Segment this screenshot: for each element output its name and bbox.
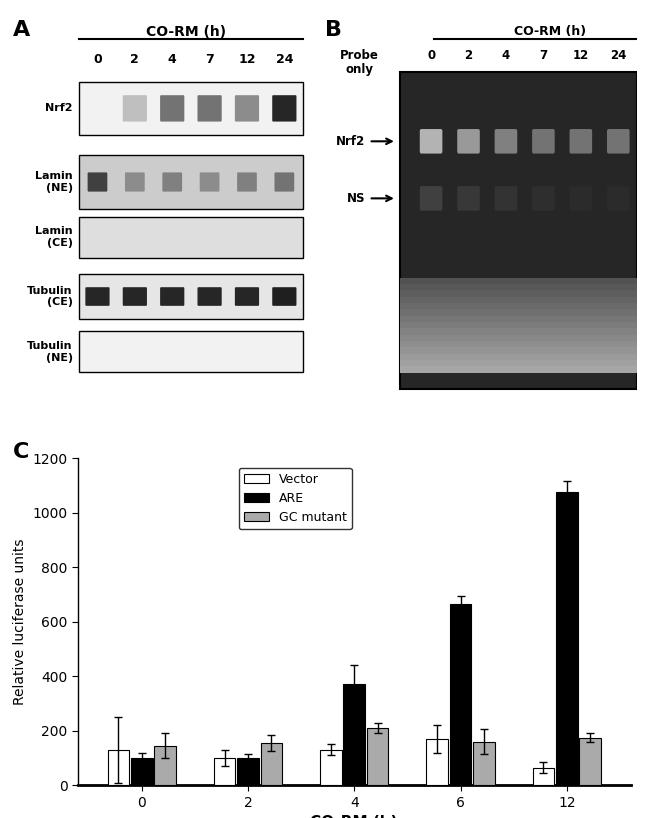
Text: only: only [345,64,373,76]
Bar [400,284,637,290]
Text: CO-RM (h): CO-RM (h) [146,25,226,38]
Bar [400,328,637,335]
Bar [367,728,389,785]
Text: NS: NS [347,192,365,204]
FancyBboxPatch shape [607,129,630,154]
FancyBboxPatch shape [160,287,185,306]
FancyBboxPatch shape [123,287,147,306]
FancyBboxPatch shape [495,187,517,210]
Bar [400,335,637,341]
FancyBboxPatch shape [125,173,145,191]
FancyBboxPatch shape [235,95,259,122]
Bar [79,274,303,319]
FancyBboxPatch shape [457,129,480,154]
FancyBboxPatch shape [569,187,592,210]
Text: 24: 24 [276,53,293,66]
Text: 12: 12 [573,49,589,62]
Text: 0: 0 [427,49,435,62]
Bar [556,492,577,785]
FancyBboxPatch shape [420,187,443,210]
Bar [400,348,637,353]
Text: Tubulin
(CE): Tubulin (CE) [27,285,73,308]
Legend: Vector, ARE, GC mutant: Vector, ARE, GC mutant [239,468,352,529]
Text: 4: 4 [502,49,510,62]
Text: Lamin
(CE): Lamin (CE) [35,227,73,248]
Text: CO-RM (h): CO-RM (h) [514,25,586,38]
FancyBboxPatch shape [420,129,443,154]
Bar [237,758,259,785]
Bar [343,685,365,785]
Bar [400,341,637,348]
Bar [400,322,637,328]
Bar [400,71,637,389]
Bar [79,155,303,209]
Text: Probe: Probe [340,49,379,62]
FancyBboxPatch shape [198,95,222,122]
Text: 0: 0 [93,53,102,66]
FancyBboxPatch shape [198,287,222,306]
Bar [214,758,235,785]
Bar [400,303,637,309]
Bar [400,277,637,284]
Bar [426,739,448,785]
Bar [400,360,637,366]
Bar [400,316,637,322]
Bar [400,309,637,316]
Text: A: A [13,20,31,40]
Bar [131,758,153,785]
FancyBboxPatch shape [272,95,296,122]
Bar [320,750,342,785]
FancyBboxPatch shape [237,173,257,191]
Bar [154,746,176,785]
FancyBboxPatch shape [532,129,554,154]
Bar [79,331,303,372]
Bar [473,742,495,785]
FancyBboxPatch shape [160,95,185,122]
Y-axis label: Relative luciferase units: Relative luciferase units [13,538,27,705]
FancyBboxPatch shape [607,187,630,210]
FancyBboxPatch shape [200,173,220,191]
FancyBboxPatch shape [532,187,554,210]
FancyBboxPatch shape [569,129,592,154]
Bar [400,353,637,360]
Text: 24: 24 [610,49,627,62]
FancyBboxPatch shape [88,173,107,191]
Text: 2: 2 [131,53,139,66]
FancyBboxPatch shape [272,287,296,306]
Text: 7: 7 [540,49,547,62]
FancyBboxPatch shape [457,187,480,210]
X-axis label: CO-RM (h): CO-RM (h) [311,816,398,818]
Bar [579,738,601,785]
Bar [400,290,637,297]
Text: Nrf2: Nrf2 [46,103,73,114]
Text: Nrf2: Nrf2 [336,135,365,148]
Bar [400,366,637,373]
Bar [532,767,554,785]
Bar [79,217,303,258]
Text: 7: 7 [205,53,214,66]
Text: B: B [325,20,342,40]
FancyBboxPatch shape [85,287,110,306]
Bar [261,743,282,785]
Bar [400,297,637,303]
FancyBboxPatch shape [235,287,259,306]
Bar [108,750,129,785]
Text: 12: 12 [238,53,255,66]
FancyBboxPatch shape [274,173,294,191]
Text: 4: 4 [168,53,177,66]
FancyBboxPatch shape [495,129,517,154]
Text: Tubulin
(NE): Tubulin (NE) [27,341,73,362]
Text: Lamin
(NE): Lamin (NE) [35,171,73,193]
FancyBboxPatch shape [162,173,182,191]
Text: C: C [13,442,29,461]
Bar [79,82,303,135]
Bar [450,604,471,785]
Text: 2: 2 [465,49,473,62]
FancyBboxPatch shape [123,95,147,122]
